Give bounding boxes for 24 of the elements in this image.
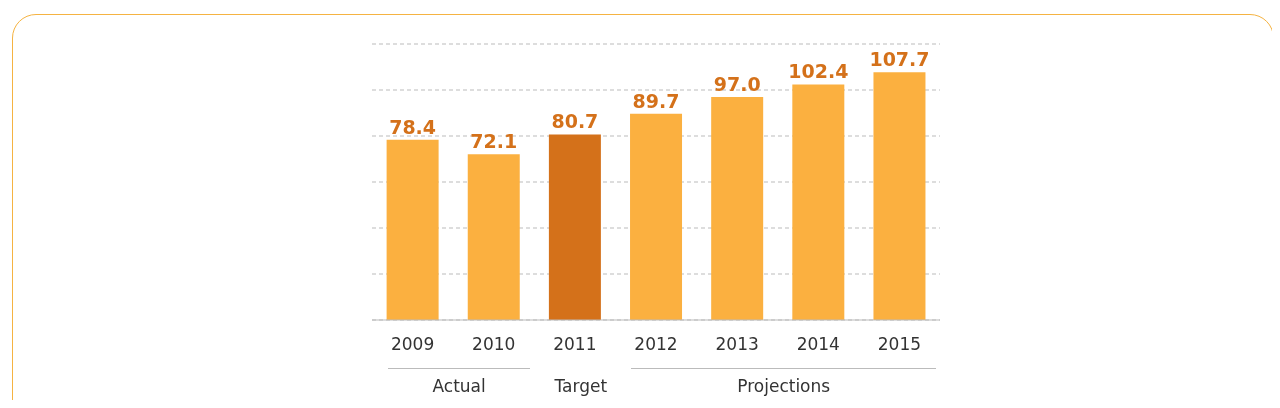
data-label: 97.0	[713, 72, 761, 95]
data-label: 78.4	[389, 115, 437, 138]
data-label: 89.7	[632, 89, 680, 112]
bar	[630, 113, 683, 320]
bar	[386, 139, 439, 320]
data-label: 80.7	[551, 110, 599, 133]
x-tick-label: 2012	[634, 334, 678, 355]
x-tick-label: 2010	[472, 334, 516, 355]
x-tick-label: 2009	[390, 334, 435, 355]
bar	[467, 154, 520, 320]
data-label: 72.1	[470, 130, 518, 153]
x-tick-label: 2011	[553, 334, 597, 355]
text: Actual	[431, 376, 487, 396]
x-tick-label: 2015	[877, 334, 922, 355]
x-tick-label: 2013	[715, 334, 759, 355]
bar	[792, 84, 845, 320]
data-label: 102.4	[788, 60, 849, 83]
data-label: 107.7	[869, 48, 930, 71]
x-tick-label: 2014	[796, 334, 840, 355]
bar	[711, 96, 764, 320]
bar	[548, 134, 601, 320]
text: Projections	[736, 376, 832, 396]
bar	[873, 72, 926, 320]
text: Target	[553, 376, 609, 396]
